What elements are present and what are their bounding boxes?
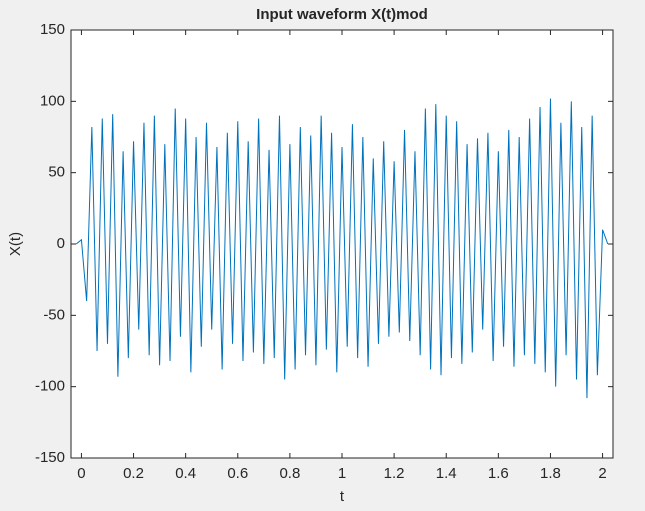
x-tick-label: 1.2 (384, 465, 405, 482)
chart-title: Input waveform X(t)mod (256, 6, 428, 23)
x-tick-label: 1.6 (488, 465, 509, 482)
x-tick-label: 2 (598, 465, 606, 482)
x-tick-label: 0.2 (123, 465, 144, 482)
y-axis-label: X(t) (7, 232, 24, 256)
y-tick-label: -100 (35, 378, 65, 395)
x-tick-label: 1.8 (540, 465, 561, 482)
x-tick-label: 0 (77, 465, 85, 482)
series-line (75, 98, 609, 399)
x-axis-label: t (340, 488, 345, 505)
y-tick-label: -150 (35, 449, 65, 466)
plot-area (70, 29, 614, 459)
y-tick-label: 100 (40, 92, 65, 109)
y-tick-label: 150 (40, 21, 65, 38)
y-tick-label: 50 (48, 164, 65, 181)
x-tick-label: 0.4 (175, 465, 196, 482)
y-tick-label: -50 (43, 306, 65, 323)
x-tick-label: 0.8 (279, 465, 300, 482)
x-tick-label: 1.4 (436, 465, 457, 482)
y-tick-label: 0 (57, 235, 65, 252)
x-tick-label: 0.6 (227, 465, 248, 482)
x-tick-label: 1 (338, 465, 346, 482)
